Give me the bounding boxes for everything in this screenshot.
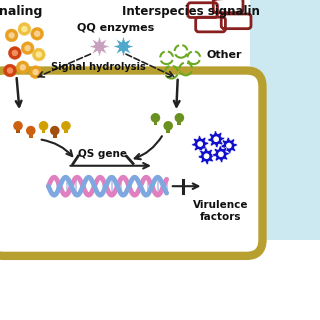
Text: Virulence
factors: Virulence factors [193,200,249,221]
Polygon shape [220,137,237,154]
Polygon shape [212,146,229,163]
Circle shape [204,153,209,159]
Circle shape [197,141,203,147]
Circle shape [218,151,224,157]
Circle shape [226,143,232,148]
Circle shape [213,136,219,142]
Circle shape [8,46,21,59]
Circle shape [8,32,15,39]
Circle shape [24,45,31,51]
Circle shape [36,51,42,58]
Circle shape [39,121,48,131]
Circle shape [32,69,39,75]
Circle shape [175,113,184,123]
Circle shape [164,121,173,131]
Bar [29,131,33,138]
Circle shape [32,48,45,61]
Circle shape [5,29,18,42]
Polygon shape [192,136,208,152]
Circle shape [31,28,44,40]
Text: Signal hydrolysis: Signal hydrolysis [51,62,145,72]
Polygon shape [112,36,135,58]
Circle shape [4,64,16,77]
Circle shape [18,23,31,36]
FancyBboxPatch shape [0,70,262,256]
Bar [53,131,57,138]
Circle shape [26,126,36,135]
Polygon shape [88,36,111,58]
Circle shape [13,121,23,131]
Circle shape [21,26,28,32]
Bar [154,118,157,125]
Bar [178,118,181,125]
Circle shape [16,61,29,74]
Text: QS gene: QS gene [78,149,127,159]
Polygon shape [208,131,224,148]
Bar [64,126,68,133]
Circle shape [34,31,40,37]
FancyBboxPatch shape [250,0,320,240]
Polygon shape [198,148,215,164]
Circle shape [29,66,42,78]
Text: QQ enzymes: QQ enzymes [77,23,154,33]
Bar [16,126,20,133]
Circle shape [50,126,60,135]
Circle shape [61,121,71,131]
Circle shape [151,113,160,123]
Text: Interspecies signalin: Interspecies signalin [122,5,260,18]
Bar [166,126,170,133]
Circle shape [20,64,26,70]
Circle shape [21,42,34,54]
Circle shape [12,50,18,56]
Circle shape [7,67,13,74]
Text: naling: naling [0,5,42,18]
Bar [42,126,45,133]
Text: Other: Other [206,50,242,60]
